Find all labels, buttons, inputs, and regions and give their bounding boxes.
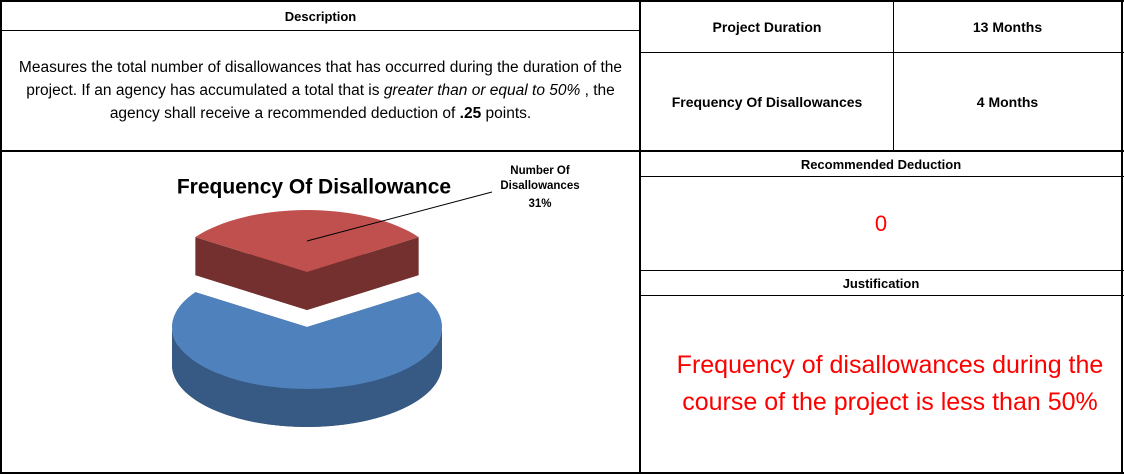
- slice-edge: [307, 237, 419, 310]
- text-italic: greater than or equal to 50%: [383, 82, 581, 99]
- border: [1121, 0, 1123, 474]
- leader-line: [306, 191, 493, 242]
- slice-edge: [195, 237, 307, 310]
- data-label: Number Of Disallowances: [500, 165, 579, 192]
- divider: [893, 0, 894, 151]
- border: [0, 0, 1124, 2]
- value-cell: 4 Months: [976, 93, 1039, 110]
- description-paragraph: Measures the total number of disallowanc…: [4, 56, 637, 125]
- label-cell: Project Duration: [712, 19, 822, 35]
- border: [0, 0, 2, 474]
- divider: [640, 295, 1124, 296]
- justification-text: Frequency of disallowances during the co…: [676, 351, 1104, 416]
- value-cell: 13 Months: [972, 19, 1043, 35]
- label-cell: Frequency Of Disallowances: [671, 93, 863, 110]
- divider: [0, 150, 1124, 152]
- pie-chart: Frequency Of Disallowance Number Of Disal…: [172, 165, 580, 427]
- text: Measures the total number of disallowanc…: [18, 59, 623, 99]
- deduction-header: Recommended Deduction: [800, 156, 962, 172]
- description-header: Description: [284, 8, 357, 24]
- text: points.: [481, 105, 532, 122]
- divider: [640, 270, 1124, 271]
- justification-header: Justification: [842, 275, 920, 291]
- divider: [640, 52, 1124, 53]
- border: [0, 472, 1124, 474]
- description-text: Measures the total number of disallowanc…: [2, 31, 639, 150]
- divider: [639, 0, 641, 474]
- divider: [0, 30, 640, 31]
- divider: [640, 176, 1124, 177]
- slice: [172, 292, 442, 389]
- slice-side: [172, 327, 442, 427]
- text-bold: .25: [459, 105, 482, 122]
- deduction-value: 0: [874, 210, 888, 236]
- data-label: 31%: [528, 198, 551, 210]
- text: , the agency shall receive a recommended…: [109, 82, 615, 122]
- chart-title: Frequency Of Disallowance: [177, 176, 451, 199]
